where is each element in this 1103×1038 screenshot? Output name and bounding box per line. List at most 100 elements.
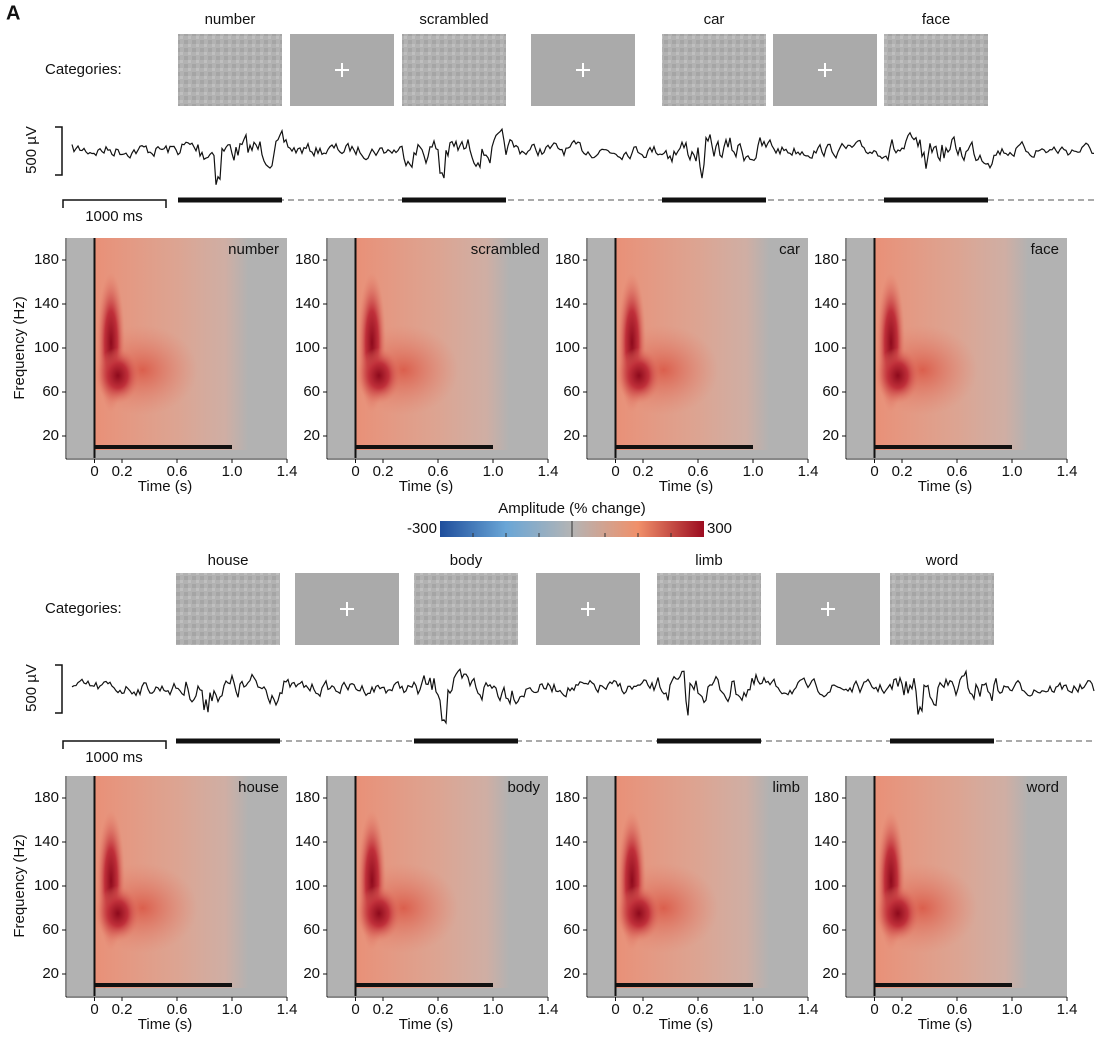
- response-peak-low: [875, 347, 920, 404]
- x-tick-label: 1.4: [277, 463, 298, 480]
- spectrogram: word: [847, 776, 1067, 996]
- y-tick-label: 60: [822, 383, 839, 400]
- spectrogram: scrambled: [328, 238, 548, 458]
- y-tick-label: 180: [34, 789, 59, 806]
- x-axis-label: Time (s): [918, 478, 972, 495]
- stimulus-image-overlay: [657, 573, 761, 645]
- y-tick-label: 100: [295, 877, 320, 894]
- y-tick-label: 180: [814, 251, 839, 268]
- spectrogram-title: car: [779, 241, 800, 258]
- spectrogram-title: word: [1025, 779, 1059, 796]
- y-tick-label: 100: [555, 339, 580, 356]
- panel-label: A: [6, 2, 20, 24]
- prestim-mask: [328, 238, 356, 458]
- response-peak-low: [95, 347, 140, 404]
- response-peak-low: [95, 885, 140, 942]
- colorbar-max-label: 300: [707, 520, 732, 537]
- colorbar-title: Amplitude (% change): [498, 500, 646, 517]
- time-scale-label: 1000 ms: [85, 749, 143, 766]
- y-tick-label: 180: [295, 789, 320, 806]
- spectrogram: car: [588, 238, 808, 458]
- stimulus-label: house: [208, 552, 249, 569]
- y-tick-label: 180: [814, 789, 839, 806]
- y-tick-label: 20: [42, 965, 59, 982]
- stimulus-image: [414, 573, 518, 645]
- spectrogram-title: limb: [772, 779, 800, 796]
- x-tick-label: 0: [870, 463, 878, 480]
- x-tick-label: 1.0: [1002, 463, 1023, 480]
- y-tick-label: 20: [303, 427, 320, 444]
- x-tick-label: 0.2: [892, 1001, 913, 1018]
- prestim-mask: [328, 776, 356, 996]
- fixation-cross: [340, 602, 354, 616]
- y-tick-label: 140: [814, 295, 839, 312]
- x-tick-label: 0: [870, 1001, 878, 1018]
- x-tick-label: 0.6: [167, 463, 188, 480]
- stimulus-image-overlay: [402, 34, 506, 106]
- x-axis-label: Time (s): [659, 1016, 713, 1033]
- x-tick-label: 1.0: [222, 1001, 243, 1018]
- time-scale-bar: [62, 199, 167, 208]
- response-peak-low: [616, 885, 661, 942]
- fixation-cross: [818, 63, 832, 77]
- prestim-mask: [588, 776, 616, 996]
- y-tick-label: 140: [814, 833, 839, 850]
- response-peak-low: [356, 347, 401, 404]
- stimulus-image: [890, 573, 994, 645]
- x-axis-label: Time (s): [399, 478, 453, 495]
- x-axis-label: Time (s): [918, 1016, 972, 1033]
- y-tick-label: 60: [303, 921, 320, 938]
- x-tick-label: 0.2: [112, 463, 133, 480]
- stimulus-image: [662, 34, 766, 106]
- y-tick-label: 180: [555, 789, 580, 806]
- x-tick-label: 0.6: [688, 463, 709, 480]
- y-axis-label: Frequency (Hz): [11, 834, 28, 937]
- x-tick-label: 1.0: [483, 463, 504, 480]
- x-tick-label: 0.2: [633, 463, 654, 480]
- x-tick-label: 0.6: [428, 463, 449, 480]
- x-tick-label: 0: [90, 1001, 98, 1018]
- prestim-mask: [847, 776, 875, 996]
- y-tick-label: 100: [34, 339, 59, 356]
- x-tick-label: 1.0: [222, 463, 243, 480]
- y-tick-label: 180: [295, 251, 320, 268]
- stimulus-image: [657, 573, 761, 645]
- spectrogram: body: [328, 776, 548, 996]
- spectrogram: house: [67, 776, 287, 996]
- y-tick-label: 20: [42, 427, 59, 444]
- stimulus-image-overlay: [176, 573, 280, 645]
- y-tick-label: 140: [555, 833, 580, 850]
- stimulus-label: face: [922, 11, 950, 28]
- prestim-mask: [67, 238, 95, 458]
- y-tick-label: 140: [555, 295, 580, 312]
- y-tick-label: 60: [822, 921, 839, 938]
- prestim-mask: [847, 238, 875, 458]
- y-tick-label: 180: [555, 251, 580, 268]
- x-tick-label: 1.4: [1057, 463, 1078, 480]
- stimulus-image-overlay: [662, 34, 766, 106]
- x-tick-label: 1.4: [798, 463, 819, 480]
- voltage-scale-bar: [55, 664, 63, 714]
- stimulus-label: body: [450, 552, 483, 569]
- stimulus-label: number: [205, 11, 256, 28]
- categories-label: Categories:: [45, 61, 122, 78]
- spectrogram-title: scrambled: [471, 241, 540, 258]
- y-tick-label: 60: [563, 383, 580, 400]
- x-tick-label: 1.4: [538, 463, 559, 480]
- stimulus-label: car: [704, 11, 725, 28]
- x-tick-label: 1.0: [743, 463, 764, 480]
- voltage-scale-label: 500 µV: [23, 664, 40, 712]
- stimulus-image: [402, 34, 506, 106]
- stimulus-image: [884, 34, 988, 106]
- stimulus-image-overlay: [414, 573, 518, 645]
- x-tick-label: 0: [351, 463, 359, 480]
- voltage-scale-label: 500 µV: [23, 126, 40, 174]
- stimulus-label: scrambled: [419, 11, 488, 28]
- fixation-cross: [821, 602, 835, 616]
- x-tick-label: 0: [351, 1001, 359, 1018]
- eeg-trace: [71, 127, 1095, 185]
- x-tick-label: 1.0: [743, 1001, 764, 1018]
- y-tick-label: 60: [303, 383, 320, 400]
- fixation-cross: [335, 63, 349, 77]
